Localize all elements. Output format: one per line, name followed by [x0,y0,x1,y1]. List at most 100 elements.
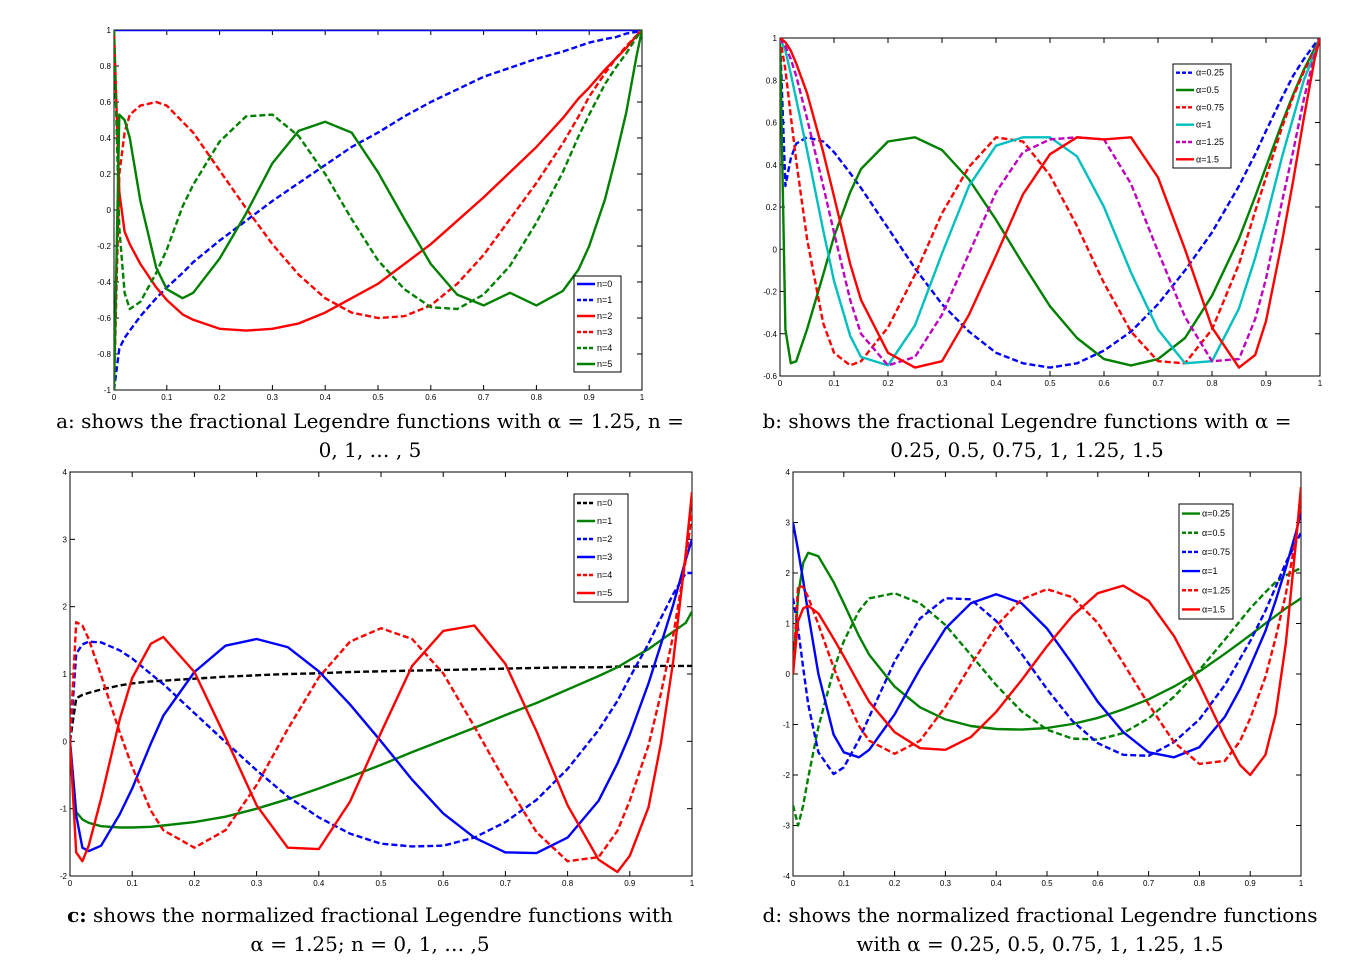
y-tick-label: 0.4 [766,161,778,170]
y-tick-label: 1 [773,34,778,43]
y-tick-label: 0.2 [766,203,778,212]
series-line-1 [114,30,642,390]
caption-a: a: shows the fractional Legendre functio… [20,407,720,465]
x-tick-label: 0.3 [267,393,279,402]
plot-frame [779,37,1321,377]
x-tick-label: 0.5 [1044,379,1056,388]
legend: n=0 n=1 n=2 n=3 n=4 n=5 [573,275,622,373]
x-tick-label: 0.1 [828,379,840,388]
y-tick-label: -0.2 [763,288,777,297]
x-tick-label: 0.5 [372,393,384,402]
y-tick-label: 0.8 [100,62,112,71]
y-tick-label: 2 [786,569,791,578]
legend-box [573,275,622,373]
legend-label: n=3 [597,327,612,337]
series-line-3 [780,38,1320,367]
y-tick-label: 0 [63,737,68,746]
x-tick-label: 0.7 [500,879,512,888]
x-tick-label: 0.4 [313,879,325,888]
chart-panel-c: 0 0.1 0.2 0.3 0.4 0.5 0.6 0.7 0.8 0.9 1 -2 -1 0 1 2 3 4 n=… [52,464,700,896]
x-tick-label: 0.5 [375,879,387,888]
x-tick-label: 0.4 [320,393,332,402]
y-tick-label: 3 [63,535,68,544]
x-tick-label: 1 [1318,379,1323,388]
series-line-2 [114,30,642,332]
chart-panel-b: 0 0.1 0.2 0.3 0.4 0.5 0.6 0.7 0.8 0.9 1 -0.6 -0.4 -0.… [750,30,1335,396]
x-tick-label: 0.3 [940,879,952,888]
chart-panel-a: 0 0.1 0.2 0.3 0.4 0.5 0.6 0.7 0.8 0.9 1 -1 -0.8 -0.6 -… [96,20,656,404]
series-line-1 [70,610,692,829]
caption-b-line2: 0.25, 0.5, 0.75, 1, 1.25, 1.5 [890,438,1164,462]
legend-label: α=0.75 [1202,547,1230,557]
series-line-4 [780,38,1320,367]
legend-label: n=0 [597,498,612,508]
chart-c: 0 0.1 0.2 0.3 0.4 0.5 0.6 0.7 0.8 0.9 1 -2 -1 0 1 2 3 4 n=… [60,468,695,888]
y-tick-label: 0.4 [100,134,112,143]
legend-box [573,493,629,603]
y-tick-label: -3 [783,822,791,831]
x-tick-label: 0.9 [1260,379,1272,388]
x-tick-label: 0.2 [882,379,894,388]
x-tick-label: 0.9 [584,393,596,402]
caption-c: c: shows the normalized fractional Legen… [20,901,720,959]
legend-label: α=0.5 [1202,528,1225,538]
x-tick-label: 0.9 [624,879,636,888]
x-tick-label: 0.8 [562,879,574,888]
y-tick-label: 0 [107,206,112,215]
series-line-4 [114,30,642,311]
x-tick-label: 0 [778,379,783,388]
legend-label: α=0.5 [1196,85,1219,95]
legend-label: n=4 [597,343,612,353]
x-tick-label: 0.7 [1152,379,1164,388]
caption-c-text: shows the normalized fractional Legendre… [86,903,673,927]
series-line-2 [793,532,1301,776]
y-tick-label: -1 [783,721,791,730]
y-tick-label: -1 [60,805,68,814]
legend-label: n=0 [597,279,612,289]
y-tick-label: 3 [786,519,791,528]
legend-label: α=1 [1202,566,1217,576]
series-line-5 [70,492,692,874]
y-tick-label: 1 [786,620,791,629]
y-tick-label: -2 [783,771,791,780]
y-tick-label: 0 [786,670,791,679]
caption-c-line1: c: shows the normalized fractional Legen… [20,901,720,930]
x-tick-label: 0.5 [1041,879,1053,888]
legend-label: α=1.25 [1196,137,1224,147]
series-line-4 [70,512,692,863]
legend-label: n=4 [597,570,612,580]
legend-label: n=3 [597,552,612,562]
chart-a: 0 0.1 0.2 0.3 0.4 0.5 0.6 0.7 0.8 0.9 1 -1 -0.8 -0.6 -… [97,26,645,402]
legend-label: α=0.75 [1196,102,1224,112]
chart-d: 0 0.1 0.2 0.3 0.4 0.5 0.6 0.7 0.8 0.9 1 -4 -3 -2 -1 0 1 2… [783,468,1304,888]
legend-label: α=1.5 [1196,154,1219,164]
y-tick-label: 1 [107,26,112,35]
legend-label: n=5 [597,359,612,369]
x-tick-label: 0 [68,879,73,888]
y-tick-label: -4 [783,872,791,881]
caption-b-line1: b: shows the fractional Legendre functio… [762,409,1292,433]
legend-label: n=1 [597,516,612,526]
legend-label: α=0.25 [1196,68,1224,78]
chart-panel-d: 0 0.1 0.2 0.3 0.4 0.5 0.6 0.7 0.8 0.9 1 -4 -3 -2 -1 0 1 2… [775,464,1315,894]
y-tick-label: 0.8 [766,76,778,85]
legend-label: n=5 [597,588,612,598]
caption-d: d: shows the normalized fractional Legen… [730,901,1350,959]
legend-label: n=2 [597,534,612,544]
caption-b: b: shows the fractional Legendre functio… [700,407,1354,465]
x-tick-label: 0.6 [425,393,437,402]
x-tick-label: 0.6 [1092,879,1104,888]
y-tick-label: -0.8 [97,350,111,359]
y-tick-label: 0 [773,245,778,254]
x-tick-label: 0.2 [889,879,901,888]
y-tick-label: 1 [63,670,68,679]
legend: n=0 n=1 n=2 n=3 n=4 n=5 [573,493,629,603]
series-line-1 [793,566,1301,827]
legend-label: n=1 [597,295,612,305]
y-tick-label: -0.6 [97,314,111,323]
x-tick-label: 0.8 [1194,879,1206,888]
x-tick-label: 0.2 [189,879,201,888]
plot-frame [113,29,643,391]
legend: α=0.25 α=0.5 α=0.75 α=1 α=1.25 α=1.5 [1178,503,1234,620]
y-tick-label: -0.2 [97,242,111,251]
